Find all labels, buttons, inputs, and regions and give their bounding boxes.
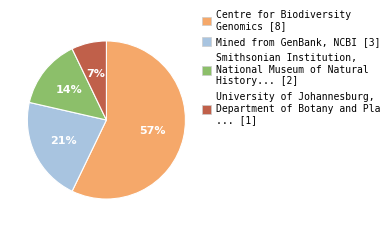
Text: 21%: 21% <box>51 136 77 146</box>
Legend: Centre for Biodiversity
Genomics [8], Mined from GenBank, NCBI [3], Smithsonian : Centre for Biodiversity Genomics [8], Mi… <box>201 10 380 125</box>
Text: 14%: 14% <box>56 85 83 96</box>
Wedge shape <box>29 49 106 120</box>
Wedge shape <box>72 41 106 120</box>
Text: 7%: 7% <box>86 69 105 79</box>
Wedge shape <box>27 102 106 191</box>
Text: 57%: 57% <box>139 126 166 136</box>
Wedge shape <box>72 41 185 199</box>
